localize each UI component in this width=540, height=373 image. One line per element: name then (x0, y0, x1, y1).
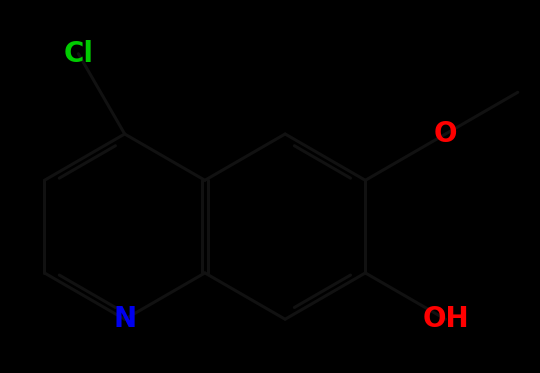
Text: OH: OH (422, 305, 469, 333)
Text: O: O (434, 120, 457, 148)
Text: Cl: Cl (63, 40, 93, 68)
Text: N: N (113, 305, 136, 333)
